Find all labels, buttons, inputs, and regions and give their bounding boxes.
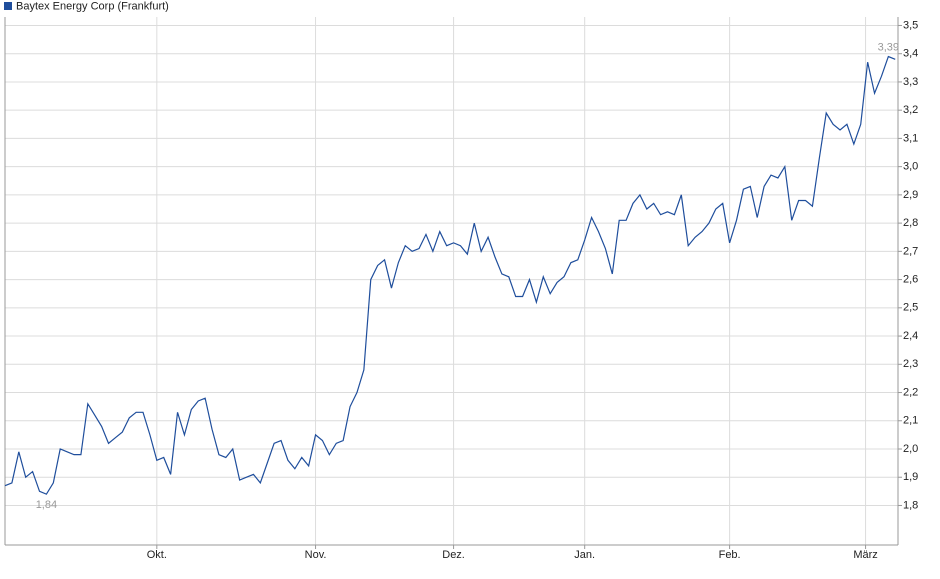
price-line — [4, 55, 896, 495]
y-tick-label: 3,4 — [903, 48, 918, 60]
plot-area — [5, 17, 898, 545]
y-tick-label: 2,1 — [903, 415, 918, 427]
x-tick-label: März — [853, 549, 877, 561]
x-tick-label: Okt. — [147, 549, 167, 561]
y-tick-label: 2,7 — [903, 245, 918, 257]
y-tick-label: 3,2 — [903, 104, 918, 116]
y-tick-label: 2,4 — [903, 330, 918, 342]
value-label: 3,39 — [878, 41, 899, 53]
legend-label: Baytex Energy Corp (Frankfurt) — [16, 0, 169, 12]
y-tick-label: 2,2 — [903, 386, 918, 398]
x-tick-label: Jan. — [574, 549, 595, 561]
y-tick-label: 2,6 — [903, 273, 918, 285]
x-tick-label: Dez. — [442, 549, 465, 561]
y-tick-label: 2,5 — [903, 302, 918, 314]
y-tick-label: 3,3 — [903, 76, 918, 88]
y-tick-label: 2,9 — [903, 189, 918, 201]
y-tick-label: 2,8 — [903, 217, 918, 229]
y-tick-label: 2,0 — [903, 443, 918, 455]
y-tick-label: 2,3 — [903, 358, 918, 370]
x-tick-label: Nov. — [305, 549, 327, 561]
x-tick-label: Feb. — [719, 549, 741, 561]
y-tick-label: 1,8 — [903, 499, 918, 511]
y-tick-label: 3,0 — [903, 161, 918, 173]
y-tick-label: 1,9 — [903, 471, 918, 483]
legend-swatch — [4, 2, 12, 10]
y-tick-label: 3,5 — [903, 19, 918, 31]
y-tick-label: 3,1 — [903, 132, 918, 144]
value-label: 1,84 — [36, 499, 57, 511]
